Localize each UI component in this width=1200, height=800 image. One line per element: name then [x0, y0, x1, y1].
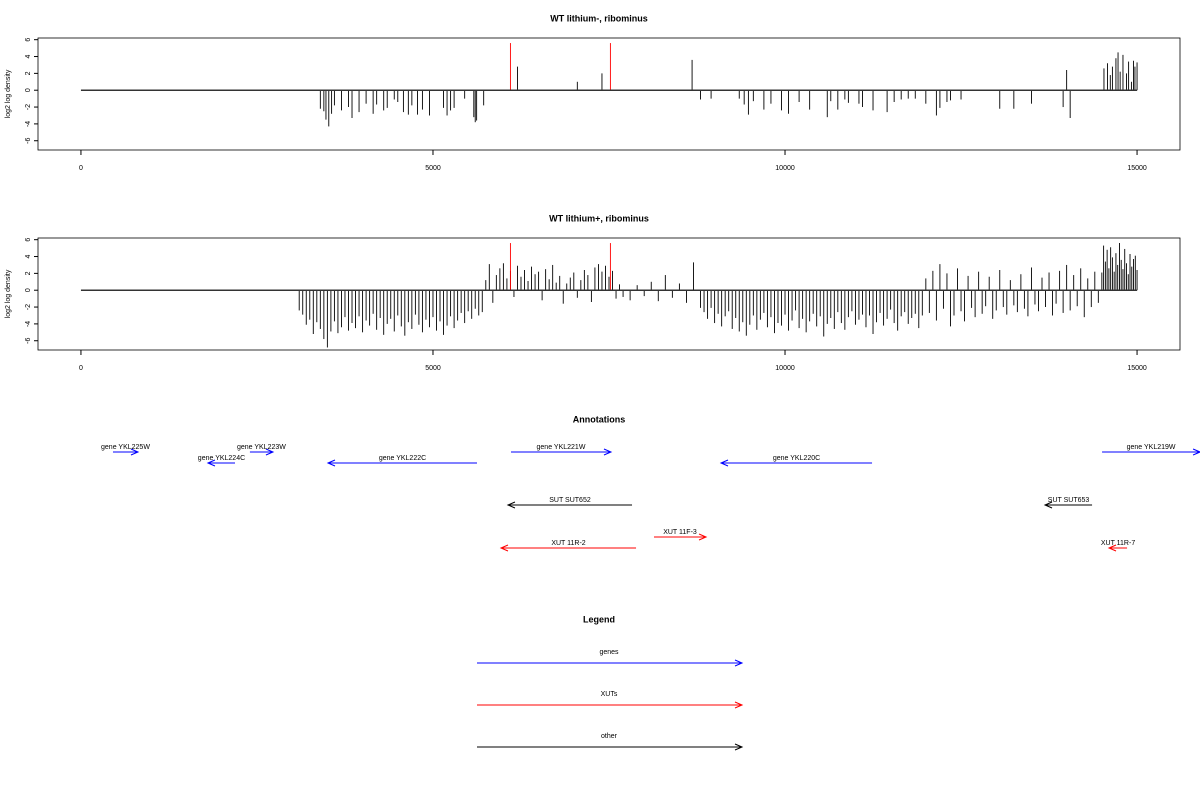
- y-tick-label: -2: [25, 304, 32, 310]
- feature-arrow-head: [499, 544, 509, 552]
- y-tick-label: 0: [25, 88, 32, 92]
- legend-title: Legend: [583, 614, 615, 624]
- x-tick-label: 10000: [775, 365, 795, 372]
- x-tick-label: 5000: [425, 365, 441, 372]
- legend-label: other: [601, 733, 618, 740]
- feature-label: gene YKL219W: [1127, 444, 1176, 451]
- chart-title: WT lithium-, ribominus: [550, 13, 648, 23]
- x-tick-label: 10000: [775, 165, 795, 172]
- x-tick-label: 5000: [425, 165, 441, 172]
- x-tick-label: 0: [79, 165, 83, 172]
- y-tick-label: -2: [25, 104, 32, 110]
- feature-label: gene YKL221W: [537, 444, 586, 451]
- y-axis-label: log2 log density: [5, 69, 12, 118]
- feature-arrow-head: [719, 459, 729, 467]
- y-tick-label: -6: [25, 138, 32, 144]
- y-tick-label: -6: [25, 338, 32, 344]
- x-tick-label: 15000: [1127, 165, 1147, 172]
- feature-label: XUT 11R-7: [1101, 540, 1135, 547]
- feature-label: gene YKL223W: [237, 444, 286, 451]
- feature-arrow-head: [506, 501, 516, 509]
- feature-arrow-head: [1192, 448, 1200, 456]
- y-tick-label: -4: [25, 321, 32, 327]
- feature-arrow-head: [326, 459, 336, 467]
- legend-label: genes: [599, 649, 619, 656]
- y-tick-label: 4: [25, 54, 32, 58]
- feature-label: gene YKL220C: [773, 455, 820, 462]
- feature-arrow-head: [1043, 501, 1053, 509]
- feature-arrow-head: [265, 448, 275, 456]
- y-axis-label: log2 log density: [5, 269, 12, 318]
- chart-title: WT lithium+, ribominus: [549, 213, 649, 223]
- feature-arrow-head: [698, 533, 708, 541]
- legend-arrow-head: [734, 659, 744, 667]
- y-tick-label: 6: [25, 238, 32, 242]
- y-tick-label: 6: [25, 38, 32, 42]
- feature-arrow-head: [603, 448, 613, 456]
- feature-label: XUT 11R-2: [551, 540, 585, 547]
- legend-label: XUTs: [601, 691, 618, 698]
- x-tick-label: 0: [79, 365, 83, 372]
- feature-label: gene YKL222C: [379, 455, 426, 462]
- feature-label: SUT SUT652: [549, 497, 591, 504]
- y-tick-label: 4: [25, 254, 32, 258]
- legend-arrow-head: [734, 743, 744, 751]
- feature-label: gene YKL224C: [198, 455, 245, 462]
- feature-label: XUT 11F-3: [663, 529, 697, 536]
- plot-frame: [37, 237, 1181, 351]
- feature-label: gene YKL225W: [101, 444, 150, 451]
- legend-arrow-head: [734, 701, 744, 709]
- y-tick-label: 2: [25, 71, 32, 75]
- feature-arrow-head: [130, 448, 140, 456]
- feature-arrow-head: [1107, 544, 1117, 552]
- feature-arrow-head: [206, 459, 216, 467]
- feature-label: SUT SUT653: [1048, 497, 1090, 504]
- chart-title: Annotations: [573, 414, 626, 424]
- y-tick-label: 0: [25, 288, 32, 292]
- y-tick-label: -4: [25, 121, 32, 127]
- plot-frame: [37, 37, 1181, 151]
- x-tick-label: 15000: [1127, 365, 1147, 372]
- y-tick-label: 2: [25, 271, 32, 275]
